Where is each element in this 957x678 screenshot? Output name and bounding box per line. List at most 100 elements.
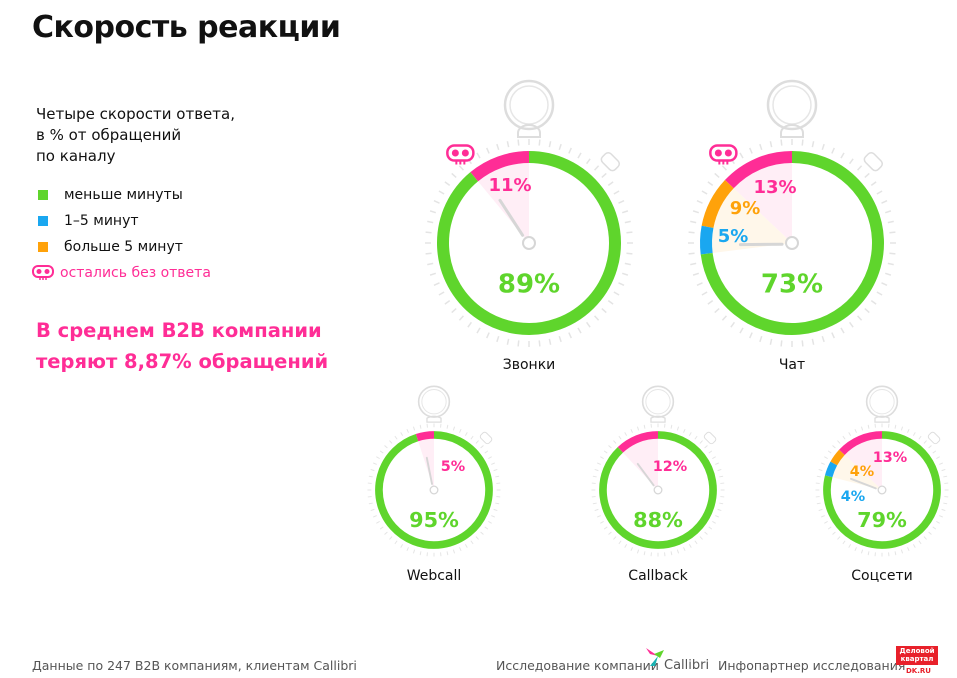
tick-mark [721,165,727,171]
tick-mark [717,468,722,472]
tick-mark [568,332,572,339]
tick-mark [912,432,916,436]
tick-mark [480,445,484,449]
tick-mark [601,308,607,314]
tick-mark [692,210,700,214]
unanswered-wedge [622,438,658,490]
tick-mark [690,262,697,266]
footer-research: Исследование компании [496,658,659,673]
tick-mark [715,462,720,465]
tick-mark [699,440,703,444]
tick-mark [936,520,940,524]
tick-mark [548,141,552,148]
tick-mark [708,450,713,454]
stopwatch-crown-icon [600,151,621,172]
needle [636,462,655,487]
tick-mark [568,147,572,154]
tick-mark [932,526,937,530]
stopwatch-Соцсети: 13%4%4%79%Соцсети [815,385,949,584]
tick-mark [918,435,922,440]
tick-mark [577,152,582,159]
tick-mark [618,282,625,286]
legend-label: 1–5 минут [64,213,139,229]
tick-mark [613,190,620,195]
value-label-unanswered: 11% [488,175,531,196]
tick-mark [704,531,708,535]
channel-label: Чат [779,357,805,373]
tick-mark [860,549,864,554]
tick-mark [670,551,673,556]
tick-mark [626,231,633,234]
tick-mark [444,181,451,187]
tick-mark [840,327,845,334]
tick-mark [585,158,591,165]
tick-mark [816,475,821,478]
segment-unanswered [617,431,659,453]
tick-mark [425,231,432,234]
needle-pivot [653,485,663,495]
tick-mark [592,502,597,505]
tick-mark [475,440,479,444]
tick-mark [517,340,520,347]
tick-mark [739,152,744,159]
tick-mark [719,502,724,505]
skull-teeth [718,160,729,165]
stopwatch-Webcall: 5% 95% Webcall [367,385,501,584]
crown-body [600,151,621,172]
tick-mark [857,315,863,321]
skull-eye [714,149,722,157]
crown-body [863,151,884,172]
tick-mark [389,536,393,540]
tick-mark [721,315,727,321]
tick-mark [379,450,384,454]
tick-mark [864,172,870,178]
needle-pivot [429,485,439,495]
tick-mark [831,332,835,339]
stopwatch-handle-inner [421,389,447,415]
stopwatch-crown-icon [927,431,941,445]
tick-mark [427,220,434,224]
tick-mark [406,428,409,433]
stopwatch-stem [517,124,541,138]
stopwatch-Звонки: 11% 89% Звонки [425,79,633,373]
tick-mark [840,152,845,159]
tick-mark [881,282,888,286]
stopwatch-crown-icon [703,431,717,445]
footer-brand: Callibri [664,658,710,673]
value-label-under1: 73% [761,270,823,300]
value-label-under1: 89% [498,270,560,300]
legend-swatch [38,190,48,200]
tick-mark [429,272,437,276]
tick-mark [600,520,604,524]
stopwatch-handle-inner [509,85,549,125]
tick-mark [624,544,628,548]
tick-mark [876,190,883,195]
tick-mark [370,508,375,512]
needle-pivot [877,485,887,495]
tick-mark [624,220,631,224]
tick-mark [372,462,377,465]
tick-mark [867,424,870,429]
tick-mark [496,335,500,343]
value-label-m1to5: 4% [841,489,865,505]
unanswered-wedge [844,438,882,490]
skull-head [446,144,475,162]
stopwatch-handle [766,79,818,131]
crown-body [927,431,941,445]
tick-mark [832,531,836,535]
tick-mark [704,445,708,449]
stopwatch-handle [865,385,899,418]
channel-label: Callback [628,568,688,584]
tick-mark [451,308,457,314]
tick-mark [636,426,640,431]
tick-mark [820,462,825,465]
segment-under1 [599,431,717,549]
tick-mark [452,426,456,431]
tick-mark [923,536,927,540]
tick-mark [495,502,500,505]
stopwatch-handle-inner [869,389,895,415]
tick-mark [488,456,492,460]
legend-label: меньше минуты [64,187,183,203]
tick-mark [690,220,697,224]
